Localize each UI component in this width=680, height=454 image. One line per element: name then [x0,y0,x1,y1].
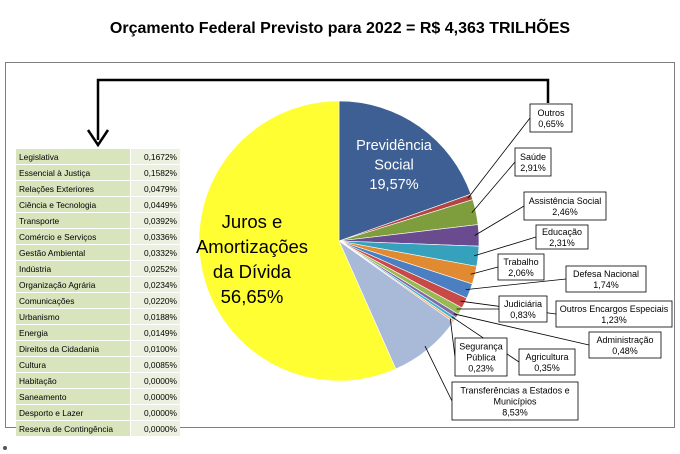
slice-label-administracao: Administração 0,48% [596,335,653,356]
table-cell-name: Ciência e Tecnologia [16,196,131,213]
table-cell-value: 0,0000% [130,404,180,421]
table-cell-value: 0,0000% [130,372,180,389]
slice-label-encargos: Outros Encargos Especiais 1,23% [560,304,669,325]
table-cell-name: Direitos da Cidadania [16,340,131,357]
callout-box-agricultura [518,348,576,376]
table-cell-value: 0,0000% [130,420,180,437]
table-cell-value: 0,0336% [130,228,180,245]
leader-line-assistencia [474,205,525,236]
table-cell-name: Essencial à Justiça [16,164,131,181]
callout-box-administracao [588,331,662,359]
callout-box-assistencia [523,191,607,221]
leader-line-transferencias [424,345,453,402]
table-cell-name: Habitação [16,372,131,389]
slice-label-defesa: Defesa Nacional 1,74% [573,269,639,290]
table-row: Direitos da Cidadania 0,0100% [16,340,180,357]
table-cell-name: Saneamento [16,388,131,405]
table-cell-name: Comércio e Serviços [16,228,131,245]
leader-line-trabalho [470,266,499,275]
slice-label-outros: Outros 0,65% [537,108,565,129]
table-cell-value: 0,0234% [130,276,180,293]
slice-label-agricultura: Agricultura 0,35% [525,352,568,373]
table-row: Energia 0,0149% [16,324,180,341]
callout-box-outros [529,103,573,133]
table-row: Comércio e Serviços 0,0336% [16,228,180,245]
slice-label-trabalho: Trabalho 2,06% [503,257,538,278]
table-cell-name: Organização Agrária [16,276,131,293]
table-row: Desporto e Lazer 0,0000% [16,404,180,421]
table-cell-value: 0,1672% [130,149,180,165]
minor-functions-table: Legislativa 0,1672% Essencial à Justiça 0,1… [16,149,180,437]
callout-box-defesa [565,265,647,293]
callout-box-encargos [555,300,673,328]
table-cell-value: 0,0332% [130,244,180,261]
leader-line-seguranca [449,318,456,358]
table-cell-name: Relações Exteriores [16,180,131,197]
table-cell-name: Cultura [16,356,131,373]
table-cell-name: Desporto e Lazer [16,404,131,421]
table-row: Essencial à Justiça 0,1582% [16,164,180,181]
slice-label-transferencias: Transferências a Estados e Municípios 8,53… [460,386,569,418]
slice-label-juros: Juros e Amortizações da Dívida 56,65% [196,211,308,307]
leader-lines [424,117,590,402]
pie-slice-juros [198,100,397,382]
table-row: Habitação 0,0000% [16,372,180,389]
callout-box-transferencias [451,381,579,421]
table-cell-name: Transporte [16,212,131,229]
table-cell-value: 0,0085% [130,356,180,373]
callout-box-saude [514,147,552,177]
table-cell-value: 0,1582% [130,164,180,181]
table-row: Gestão Ambiental 0,0332% [16,244,180,261]
pie-slice-previdencia [338,100,472,242]
slice-label-judiciaria: Judiciária 0,83% [504,299,542,320]
table-cell-name: Legislativa [16,149,131,165]
table-cell-value: 0,0252% [130,260,180,277]
chart-title: Orçamento Federal Previsto para 2022 = R… [109,20,571,37]
table-row: Comunicações 0,0220% [16,292,180,309]
table-row: Cultura 0,0085% [16,356,180,373]
table-cell-value: 0,0220% [130,292,180,309]
slice-label-seguranca: Segurança Pública 0,23% [459,342,503,374]
slice-label-assistencia: Assistência Social 2,46% [529,196,602,217]
table-cell-value: 0,0188% [130,308,180,325]
callout-box-judiciaria [498,295,548,323]
table-row: Urbanismo 0,0188% [16,308,180,325]
table-cell-value: 0,0100% [130,340,180,357]
table-row: Indústria 0,0252% [16,260,180,277]
table-cell-name: Reserva de Contingência [16,420,131,437]
page-dot [3,446,7,450]
table-cell-name: Comunicações [16,292,131,309]
table-row: Reserva de Contingência 0,0000% [16,420,180,437]
table-row: Organização Agrária 0,0234% [16,276,180,293]
slice-label-saude: Saúde 2,91% [520,152,546,173]
table-row: Saneamento 0,0000% [16,388,180,405]
slice-label-educacao: Educação 2,31% [542,227,582,248]
table-cell-name: Gestão Ambiental [16,244,131,261]
callout-box-seguranca [454,337,508,377]
bracket-arrow-icon [86,78,550,148]
leader-line-outros [467,117,531,199]
table-cell-name: Energia [16,324,131,341]
table-cell-value: 0,0392% [130,212,180,229]
table-cell-value: 0,0479% [130,180,180,197]
table-cell-name: Urbanismo [16,308,131,325]
table-cell-value: 0,0149% [130,324,180,341]
leader-line-defesa [465,278,567,290]
table-row: Ciência e Tecnologia 0,0449% [16,196,180,213]
pie-slices [198,100,480,382]
table-row: Transporte 0,0392% [16,212,180,229]
table-cell-name: Indústria [16,260,131,277]
callout-box-educacao [535,224,589,250]
table-cell-value: 0,0449% [130,196,180,213]
table-row: Relações Exteriores 0,0479% [16,180,180,197]
leader-line-administracao [453,313,590,346]
leader-line-educacao [473,236,537,257]
callout-box-trabalho [497,253,545,281]
slice-label-previdencia: Previdência Social 19,57% [356,138,433,193]
table-cell-value: 0,0000% [130,388,180,405]
leader-line-saude [471,161,516,214]
table-row: Legislativa 0,1672% [16,149,180,165]
slice-labels: Previdência Social 19,57% Outros 0,65% Saúde 2… [196,103,673,421]
